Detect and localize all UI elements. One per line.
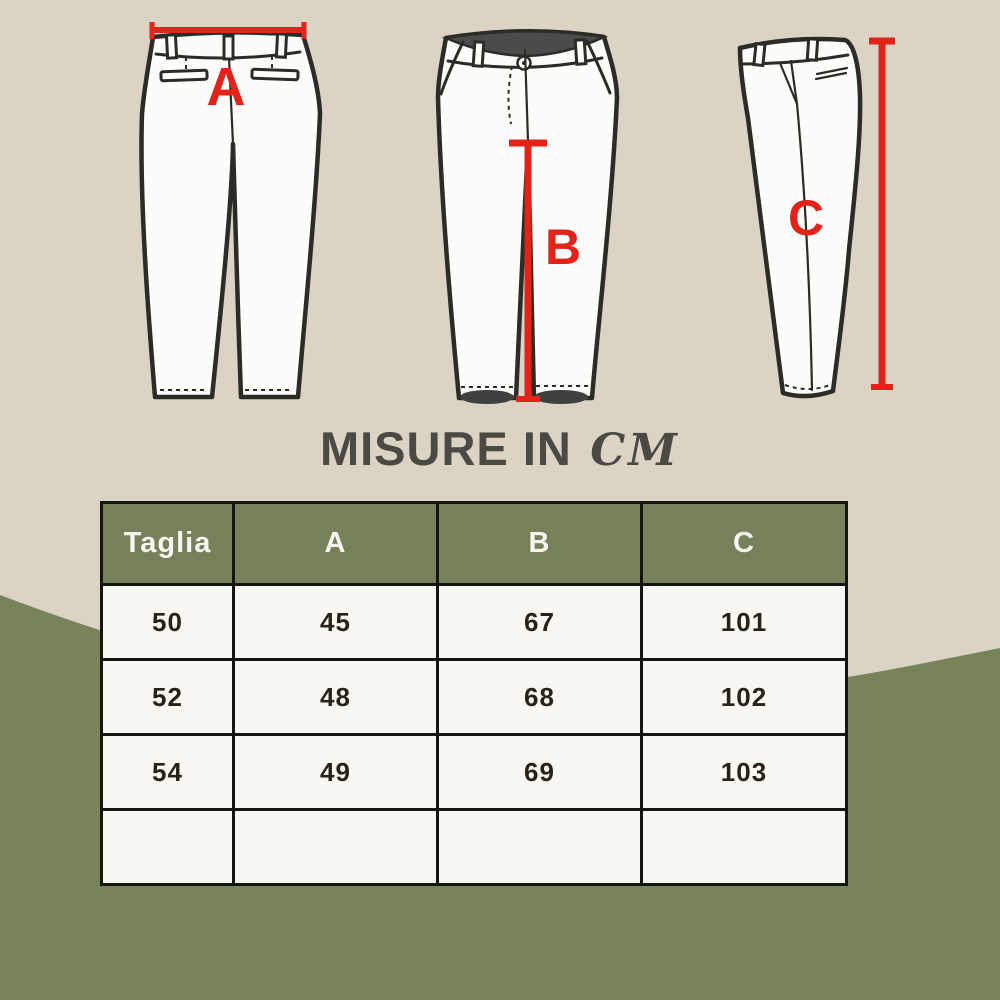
size-table-row: 52 48 68 102 <box>100 658 848 736</box>
size-table-row: 54 49 69 103 <box>100 733 848 811</box>
size-table-cell <box>436 808 643 886</box>
page-title: MISURE IN CM <box>0 421 1000 476</box>
size-table-cell: 102 <box>640 658 848 736</box>
measure-line-b <box>509 139 547 402</box>
measure-line-a <box>149 22 307 39</box>
measure-label-b: B <box>544 219 582 275</box>
size-table-cell <box>640 808 848 886</box>
pants-front-illustration <box>435 28 620 404</box>
measure-line-c <box>869 37 895 390</box>
title-unit: CM <box>590 425 681 476</box>
size-table-cell: 52 <box>100 658 235 736</box>
title-text: MISURE IN <box>319 422 572 475</box>
size-table-row: 50 45 67 101 <box>100 583 848 661</box>
size-table-cell: 49 <box>232 733 439 811</box>
header-cell-c: C <box>640 501 848 586</box>
size-table-cell: 54 <box>100 733 235 811</box>
header-cell-taglia: Taglia <box>100 501 235 586</box>
size-table-cell: 48 <box>232 658 439 736</box>
pants-side-illustration <box>737 36 895 399</box>
size-table-cell: 45 <box>232 583 439 661</box>
pants-artwork <box>139 22 895 404</box>
header-cell-b: B <box>436 501 643 586</box>
pants-back-illustration <box>139 22 323 400</box>
measure-label-c: C <box>787 190 825 246</box>
size-table-cell: 101 <box>640 583 848 661</box>
size-table-cell: 68 <box>436 658 643 736</box>
size-table-row <box>100 808 848 886</box>
measure-label-a: A <box>206 57 246 117</box>
size-table-cell <box>100 808 235 886</box>
size-table-cell: 50 <box>100 583 235 661</box>
size-table-cell: 103 <box>640 733 848 811</box>
size-table-header-row: Taglia A B C <box>100 501 848 586</box>
size-table-cell: 67 <box>436 583 643 661</box>
size-table-cell <box>232 808 439 886</box>
size-table-cell: 69 <box>436 733 643 811</box>
size-table: Taglia A B C 50 45 67 101 52 48 68 102 5… <box>100 501 848 886</box>
header-cell-a: A <box>232 501 439 586</box>
